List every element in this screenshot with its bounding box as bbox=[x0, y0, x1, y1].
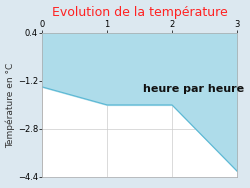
Y-axis label: Température en °C: Température en °C bbox=[6, 62, 15, 148]
Title: Evolution de la température: Evolution de la température bbox=[52, 6, 228, 19]
Text: heure par heure: heure par heure bbox=[143, 84, 244, 94]
